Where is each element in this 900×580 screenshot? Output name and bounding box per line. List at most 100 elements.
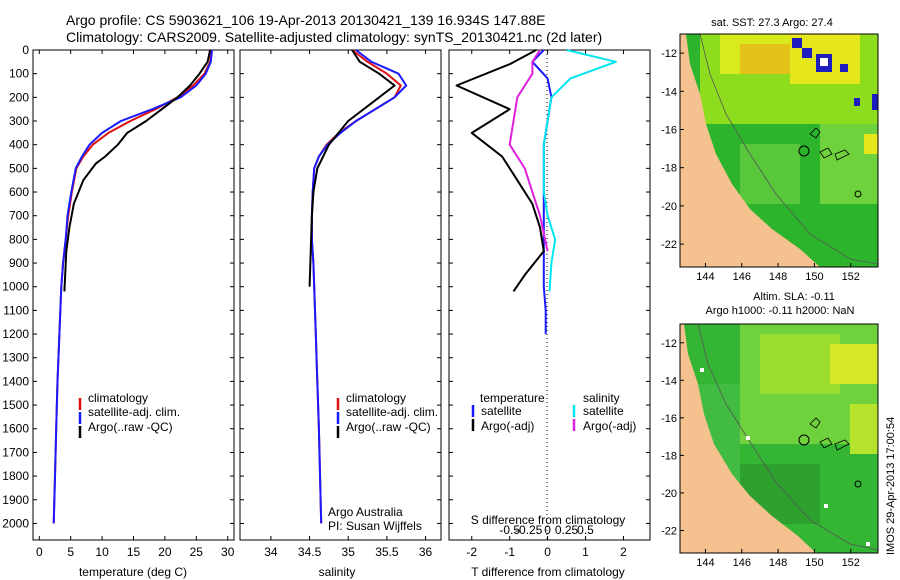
legend-title-temperature: temperature xyxy=(480,391,545,405)
map-y-tick-label: -12 xyxy=(661,48,677,60)
map-x-tick-label: 144 xyxy=(696,271,714,283)
difference-legend: temperature satellite Argo(-adj) salinit… xyxy=(471,391,636,433)
legend-label-argo: Argo(..raw -QC) xyxy=(88,420,173,434)
map-x-tick-label: 148 xyxy=(769,557,787,569)
y-tick-label: 0 xyxy=(22,43,29,57)
x-tick-label: 0 xyxy=(36,545,43,559)
map-y-tick-label: -16 xyxy=(661,413,677,425)
temperature-frame xyxy=(32,49,235,541)
difference-frame xyxy=(448,49,651,541)
sla-map-title: Altim. SLA: -0.11 xyxy=(753,291,835,303)
x-tick-label: 25 xyxy=(190,545,204,559)
y-tick-label: 1000 xyxy=(2,280,29,294)
annotation-argo-australia: Argo Australia xyxy=(328,505,403,519)
sst-cloud-pixel xyxy=(872,94,878,110)
map-x-tick-label: 152 xyxy=(842,271,860,283)
sst-cloud-pixel xyxy=(854,98,860,106)
x-tick-label: 5 xyxy=(67,545,74,559)
argo-position-marker xyxy=(798,434,810,446)
sst-map-title: sat. SST: 27.3 Argo: 27.4 xyxy=(711,17,833,29)
map-x-tick-label: 146 xyxy=(733,271,751,283)
series-argo-raw-qc- xyxy=(308,49,396,287)
x-tick-label: -1 xyxy=(504,545,515,559)
sst-cloud-pixel xyxy=(792,38,802,48)
argo-position-marker xyxy=(798,145,810,157)
sla-data-point xyxy=(746,436,750,440)
x-tick-label: 34.5 xyxy=(298,545,322,559)
series-argo-raw-qc- xyxy=(63,49,212,292)
sst-bathymetry-contour xyxy=(699,34,878,265)
map-x-tick-label: 148 xyxy=(769,271,787,283)
sst-map-area xyxy=(680,34,878,267)
y-tick-label: 400 xyxy=(9,138,29,152)
map-x-tick-label: 150 xyxy=(805,271,823,283)
map-y-tick-label: -22 xyxy=(661,525,677,537)
series-satellite-adj-clim- xyxy=(52,49,213,524)
sst-land xyxy=(680,34,820,267)
y-tick-label: 200 xyxy=(9,90,29,104)
map-y-tick-label: -16 xyxy=(661,124,677,136)
series-t-argo-adj- xyxy=(455,49,545,292)
header-line2: Climatology: CARS2009. Satellite-adjuste… xyxy=(66,29,602,45)
legend-label-argo: Argo(..raw -QC) xyxy=(346,420,431,434)
y-tick-label: 2000 xyxy=(2,516,29,530)
map-y-tick-label: -20 xyxy=(661,488,677,500)
x-tick-label: 34 xyxy=(264,545,278,559)
y-tick-label: 800 xyxy=(9,232,29,246)
legend-label-t-argo: Argo(-adj) xyxy=(481,419,534,433)
map-y-tick-label: -18 xyxy=(661,163,677,175)
x-tick-label: -2 xyxy=(466,545,477,559)
y-tick-label: 1700 xyxy=(2,445,29,459)
sla-data-point xyxy=(700,368,704,372)
sla-map-area xyxy=(680,324,878,553)
x-tick-label: 2 xyxy=(620,545,627,559)
x-tick-label: 0 xyxy=(544,545,551,559)
map-x-tick-label: 144 xyxy=(696,557,714,569)
sst-map-frame xyxy=(679,33,879,268)
sla-patch xyxy=(850,404,878,454)
s-difference-label: S difference from climatology xyxy=(471,513,626,527)
x-tick-label: 10 xyxy=(95,545,109,559)
sst-cloud-pixel xyxy=(840,64,848,72)
y-tick-label: 1100 xyxy=(3,303,29,317)
y-tick-label: 1200 xyxy=(2,327,29,341)
s-tick-label: -0.5 xyxy=(499,523,520,537)
annotation-pi: PI: Susan Wijffels xyxy=(328,519,422,533)
sst-cloud-pixel xyxy=(820,58,828,66)
imos-timestamp-label: IMOS 29-Apr-2013 17:00:54 xyxy=(885,417,897,555)
temperature-xlabel: temperature (deg C) xyxy=(79,565,187,579)
series-satellite-adj-clim- xyxy=(310,49,408,524)
map-y-tick-label: -14 xyxy=(661,375,677,387)
legend-label-t-satellite: satellite xyxy=(481,404,522,418)
salinity-legend: climatology satellite-adj. clim. Argo(..… xyxy=(336,391,438,438)
sla-data-point xyxy=(824,504,828,508)
salinity-xlabel: salinity xyxy=(319,565,356,579)
legend-label-s-argo: Argo(-adj) xyxy=(583,419,636,433)
sla-patch xyxy=(760,334,840,394)
temperature-legend: climatology satellite-adj. clim. Argo(..… xyxy=(78,391,180,438)
s-tick-label: 0.5 xyxy=(577,523,594,537)
y-tick-label: 500 xyxy=(9,161,29,175)
y-tick-label: 300 xyxy=(9,114,29,128)
y-tick-label: 1400 xyxy=(2,374,29,388)
series-s-argo-adj- xyxy=(508,49,549,252)
t-difference-label: T difference from climatology xyxy=(471,565,625,579)
sla-map-frame xyxy=(679,323,879,554)
y-tick-label: 1900 xyxy=(2,493,29,507)
s-tick-label: -0.25 xyxy=(515,523,543,537)
x-tick-label: 35.5 xyxy=(375,545,399,559)
x-tick-label: 15 xyxy=(127,545,141,559)
temperature-panel: 0 5 10 15 20 25 300100200300400500600700800900… xyxy=(2,43,234,579)
sst-patch xyxy=(864,134,878,154)
s-tick-label: 0.25 xyxy=(555,523,579,537)
sla-reef-outlines xyxy=(809,417,850,451)
legend-title-salinity: salinity xyxy=(583,391,620,405)
legend-label-satellite: satellite-adj. clim. xyxy=(346,405,438,419)
difference-panel: -2 -1 0 1 2 -0.5-0.25 0 0.250.5 temperature sat… xyxy=(448,49,651,579)
x-tick-label: 1 xyxy=(582,545,589,559)
x-tick-label: 20 xyxy=(158,545,172,559)
sst-map-panel: sat. SST: 27.3 Argo: 27.4 xyxy=(661,17,879,283)
sla-map-subtitle: Argo h1000: -0.11 h2000: NaN xyxy=(705,305,854,317)
map-y-tick-label: -14 xyxy=(661,86,677,98)
y-tick-label: 1600 xyxy=(2,422,29,436)
